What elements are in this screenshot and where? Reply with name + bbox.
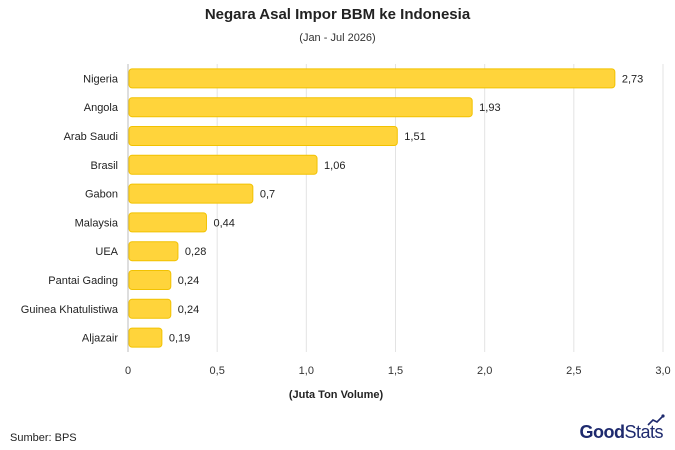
logo-stats-text: Stats xyxy=(624,422,663,442)
bar xyxy=(128,241,179,262)
bar xyxy=(128,154,318,175)
category-label: Brasil xyxy=(90,160,118,172)
category-label: Angola xyxy=(84,102,119,114)
data-label: 1,93 xyxy=(479,102,500,114)
bar xyxy=(128,68,616,89)
category-label: Guinea Khatulistiwa xyxy=(21,304,119,316)
chart-title: Negara Asal Impor BBM ke Indonesia xyxy=(204,6,471,23)
data-label: 0,7 xyxy=(260,189,275,201)
category-label: Aljazair xyxy=(82,333,118,345)
source-note: Sumber: BPS xyxy=(10,432,77,444)
bar xyxy=(128,97,473,118)
data-label: 1,51 xyxy=(404,131,425,143)
category-label: Malaysia xyxy=(75,217,119,229)
category-label: Pantai Gading xyxy=(48,275,118,287)
x-tick-label: 1,0 xyxy=(299,365,314,377)
x-tick-label: 1,5 xyxy=(388,365,403,377)
x-tick-label: 0,5 xyxy=(210,365,225,377)
x-axis-label: (Juta Ton Volume) xyxy=(288,389,384,401)
data-label: 0,28 xyxy=(185,246,206,258)
data-label: 1,06 xyxy=(324,160,345,172)
category-label: Nigeria xyxy=(83,73,119,85)
bar xyxy=(128,183,254,204)
x-tick-label: 2,5 xyxy=(566,365,581,377)
logo-good-text: Good xyxy=(579,422,625,442)
data-label: 2,73 xyxy=(622,73,643,85)
x-tick-label: 2,0 xyxy=(477,365,492,377)
goodstats-logo: GoodStats xyxy=(579,414,665,443)
bar xyxy=(128,298,172,319)
category-label: Gabon xyxy=(85,189,118,201)
bar xyxy=(128,212,207,233)
chart-subtitle: (Jan - Jul 2026) xyxy=(299,32,376,44)
bar xyxy=(128,270,172,290)
data-label: 0,24 xyxy=(178,304,199,316)
x-tick-label: 0 xyxy=(125,365,131,377)
chart-trend-icon xyxy=(647,414,665,426)
bar xyxy=(128,327,163,348)
data-label: 0,44 xyxy=(213,217,234,229)
data-label: 0,24 xyxy=(178,275,199,287)
bar xyxy=(128,126,398,146)
category-label: UEA xyxy=(95,246,118,258)
x-tick-label: 3,0 xyxy=(655,365,670,377)
data-label: 0,19 xyxy=(169,333,190,345)
category-label: Arab Saudi xyxy=(64,131,118,143)
